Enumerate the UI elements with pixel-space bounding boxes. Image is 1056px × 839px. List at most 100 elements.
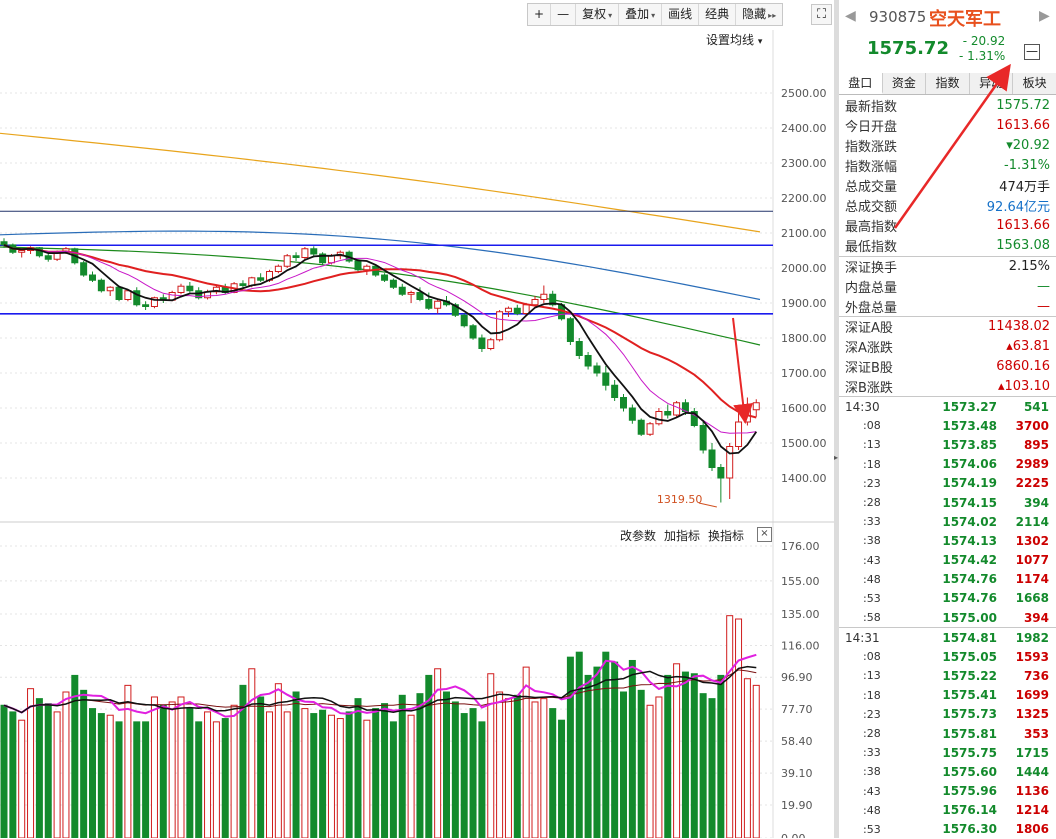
volume-tick-label: 96.90 xyxy=(781,671,813,684)
classic-button[interactable]: 经典 xyxy=(699,4,737,25)
candle-body xyxy=(301,248,309,258)
switch-indicator-button[interactable]: 换指标 xyxy=(708,529,745,543)
tick-time: :48 xyxy=(863,803,881,817)
volume-bar xyxy=(336,718,344,838)
adjust-button[interactable]: 复权 ▾ xyxy=(576,4,620,25)
price-tick-label: 2000.00 xyxy=(781,262,827,275)
tick-price: 1574.19 xyxy=(942,476,997,491)
candle-body xyxy=(699,425,707,451)
candle-body xyxy=(274,265,282,272)
volume-bar xyxy=(18,719,26,838)
quote-panel: ◀ 930875 空天军工 ▶ 1575.72 - 20.92 - 1.31% … xyxy=(839,0,1056,838)
candle-body xyxy=(620,397,627,409)
stat-label: 今日开盘 xyxy=(845,119,898,135)
candle-body xyxy=(735,421,743,447)
tick-volume: 895 xyxy=(1023,437,1049,452)
price-tick-label: 2200.00 xyxy=(781,192,827,205)
tick-time: :28 xyxy=(863,727,881,741)
stat-row: 深证换手 2.15% xyxy=(839,256,1056,276)
expand-arrow-icon: ▸▸ xyxy=(768,11,777,20)
kline-chart-area[interactable]: 2500.00 2400.00 2300.00 2200.00 2100.00 2000.… xyxy=(0,0,834,838)
collapse-arrow-icon[interactable]: ▸ xyxy=(834,453,839,462)
tick-row: :58 1575.00 394 xyxy=(839,608,1056,627)
panel-splitter[interactable]: ▸ xyxy=(834,0,839,838)
tick-price: 1573.85 xyxy=(942,437,997,452)
volume-bar xyxy=(248,668,256,838)
candle-body xyxy=(655,411,663,425)
kline-chart[interactable]: 2500.00 2400.00 2300.00 2200.00 2100.00 2000.… xyxy=(0,0,834,838)
volume-bar xyxy=(451,701,459,838)
tab-order-book[interactable]: 盘口 xyxy=(839,73,883,94)
tick-time: :38 xyxy=(863,765,881,779)
close-icon[interactable]: × xyxy=(757,527,772,542)
volume-bar xyxy=(133,721,141,838)
candle-body xyxy=(44,255,52,260)
candle-body xyxy=(549,293,557,306)
candle-body xyxy=(637,419,645,435)
tick-price: 1575.05 xyxy=(942,649,997,664)
volume-bar xyxy=(221,718,229,838)
volume-tick-label: 176.00 xyxy=(781,540,820,553)
volume-tick-label: 155.00 xyxy=(781,575,820,588)
candle-body xyxy=(292,255,300,258)
prev-stock-icon[interactable]: ◀ xyxy=(845,8,856,24)
stat-row: 深证A股 11438.02 xyxy=(839,316,1056,336)
candle-body xyxy=(310,248,318,255)
tick-price: 1575.41 xyxy=(942,688,997,703)
tick-price: 1575.00 xyxy=(942,610,997,625)
tick-volume: 1715 xyxy=(1015,745,1049,760)
overlay-button[interactable]: 叠加 ▾ xyxy=(619,4,663,25)
stat-row: 外盘总量 — xyxy=(839,296,1056,316)
stat-row: 最高指数 1613.66 xyxy=(839,215,1056,235)
volume-bar xyxy=(150,696,158,838)
volume-bar xyxy=(743,678,751,838)
stat-row: 深A涨跌 ▴63.81 xyxy=(839,336,1056,356)
tick-time: :23 xyxy=(863,476,881,490)
tick-price: 1573.48 xyxy=(942,418,997,433)
candle-body xyxy=(726,446,734,479)
tab-index[interactable]: 指数 xyxy=(926,73,970,94)
change-percent: - 1.31% xyxy=(959,49,1006,63)
candle-body xyxy=(708,449,716,468)
volume-bar xyxy=(35,698,43,838)
stat-row: 总成交量 474万手 xyxy=(839,175,1056,195)
candle-body xyxy=(0,241,8,246)
turnover-stats: 深证换手 2.15% 内盘总量 — 外盘总量 — xyxy=(839,256,1056,316)
hide-button[interactable]: 隐藏 ▸▸ xyxy=(736,4,782,25)
tick-price: 1574.15 xyxy=(942,495,997,510)
tab-funds[interactable]: 资金 xyxy=(882,73,927,94)
tick-row: :08 1573.48 3700 xyxy=(839,416,1056,435)
candle-body xyxy=(673,402,681,416)
volume-bar xyxy=(354,698,362,838)
ma-line-green xyxy=(0,246,761,346)
stock-name: 空天军工 xyxy=(929,9,1001,30)
volume-bar xyxy=(549,708,557,838)
fullscreen-icon[interactable]: ⛶ xyxy=(811,4,832,25)
minimize-button[interactable]: — xyxy=(1024,44,1040,60)
edit-params-button[interactable]: 改参数 xyxy=(620,529,657,543)
tick-row: :18 1574.06 2989 xyxy=(839,455,1056,474)
tick-volume: 1214 xyxy=(1015,803,1049,818)
candle-body xyxy=(416,292,424,300)
stat-row: 最新指数 1575.72 xyxy=(839,95,1056,115)
add-indicator-button[interactable]: 加指标 xyxy=(664,529,701,543)
volume-bar xyxy=(655,696,663,838)
ma-setting-button[interactable]: 设置均线 ▾ xyxy=(706,31,762,48)
zoom-out-button[interactable]: — xyxy=(551,4,577,25)
draw-line-button[interactable]: 画线 xyxy=(662,4,700,25)
zoom-in-label: + xyxy=(534,7,545,21)
overlay-label: 叠加 xyxy=(625,7,650,21)
tick-price: 1574.76 xyxy=(942,572,997,587)
stat-label: 总成交额 xyxy=(845,199,898,215)
tab-movement[interactable]: 异动 xyxy=(969,73,1014,94)
tick-row: :48 1576.14 1214 xyxy=(839,801,1056,820)
next-stock-icon[interactable]: ▶ xyxy=(1039,8,1050,24)
tick-price: 1574.06 xyxy=(942,457,997,472)
tab-sector[interactable]: 板块 xyxy=(1013,73,1056,94)
tick-volume: 1136 xyxy=(1015,784,1049,799)
stat-value: 1563.08 xyxy=(996,237,1050,253)
zoom-in-button[interactable]: + xyxy=(528,4,552,25)
volume-bar xyxy=(699,693,707,838)
stat-row: 内盘总量 — xyxy=(839,276,1056,296)
candle-body xyxy=(425,299,433,309)
